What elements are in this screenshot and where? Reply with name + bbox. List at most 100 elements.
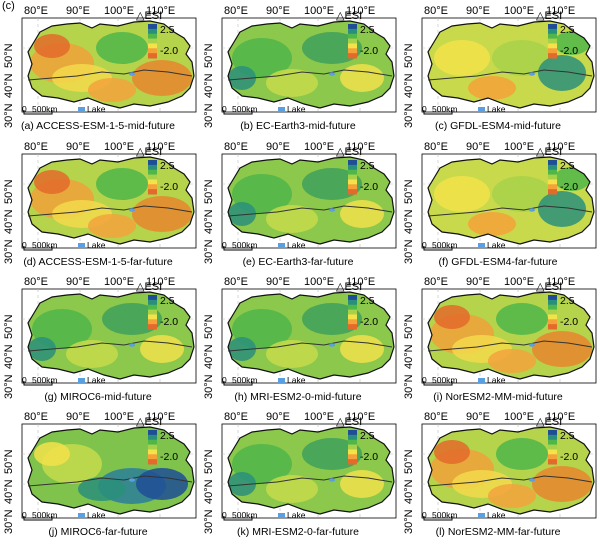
legend-min-label: -2.0 (560, 316, 579, 328)
legend-color-step (148, 28, 157, 35)
legend-color-step (548, 430, 557, 436)
lake-legend-swatch (278, 107, 285, 112)
legend-color-step (148, 43, 157, 49)
legend-color-step (148, 295, 157, 301)
legend-color-step (548, 164, 557, 171)
map-area (21, 17, 197, 113)
region-boundary (27, 426, 195, 515)
legend-max-label: 2.5 (560, 160, 575, 172)
esi-patch (340, 470, 384, 498)
scale-zero-label: 0 (22, 375, 27, 385)
legend-color-step (548, 160, 557, 166)
lake-legend-label: Lake (487, 104, 506, 114)
delta-symbol: △ (536, 10, 545, 22)
esi-patch (34, 170, 70, 194)
esi-patch (554, 31, 590, 55)
legend-min-label: -2.0 (560, 181, 579, 193)
legend-color-step (148, 439, 157, 446)
legend-color-step (148, 48, 157, 54)
longitude-tick-label: 90°E (266, 141, 290, 153)
river-line (27, 475, 193, 487)
esi-patch (532, 331, 592, 367)
legend-color-step (548, 24, 557, 30)
legend-color-step (548, 299, 557, 306)
lake-legend-swatch (78, 378, 85, 383)
longitude-tick-label: 100°E (504, 141, 535, 153)
lake-legend-swatch (478, 107, 485, 112)
map-panel-c: 80°E 90°E 100°E 110°E 50°N 40°N 30°N △ESI 2.5 -2.… (400, 4, 597, 138)
esi-patch (488, 484, 536, 508)
scale-zero-label: 0 (22, 240, 27, 250)
esi-patch (302, 168, 362, 200)
lake-legend-label: Lake (287, 104, 306, 114)
legend-title-text: ESI (144, 10, 163, 22)
legend-color-step (348, 169, 357, 176)
delta-symbol: △ (536, 416, 545, 428)
legend-color-step (348, 299, 357, 306)
lake-legend-swatch (278, 513, 285, 518)
map-area (221, 423, 397, 519)
lake-legend-label: Lake (487, 375, 506, 385)
esi-patch (88, 214, 136, 238)
legend-title-text: ESI (344, 146, 363, 158)
scale-zero-label: 0 (222, 375, 227, 385)
river-line (227, 475, 393, 487)
map-area (421, 423, 597, 519)
legend-color-step (148, 444, 157, 450)
scale-distance-label: 500km (432, 510, 458, 520)
legend-color-step (348, 319, 357, 325)
river-line (427, 475, 593, 487)
legend-min-label: -2.0 (560, 451, 579, 463)
map-area (21, 288, 197, 384)
scale-zero-label: 0 (422, 240, 427, 250)
esi-patch (492, 176, 552, 212)
legend-color-step (348, 179, 357, 185)
map-svg (421, 423, 597, 521)
legend-color-step (148, 454, 157, 460)
map-frame (421, 423, 597, 519)
legend-max-label: 2.5 (160, 430, 175, 442)
esi-patch (140, 335, 184, 363)
panel-caption: (d) ACCESS-ESM-1-5-far-future (23, 256, 173, 268)
legend-color-step (148, 53, 157, 59)
legend-color-step (348, 309, 357, 315)
legend-color-step (348, 53, 357, 59)
legend-color-step (348, 454, 357, 460)
map-area (221, 288, 397, 384)
legend-color-step (348, 434, 357, 441)
river-line (227, 340, 393, 352)
scale-bar (423, 516, 453, 521)
legend-color-step (348, 33, 357, 40)
map-svg (21, 17, 197, 115)
legend-color-step (348, 189, 357, 195)
legend-color-step (548, 179, 557, 185)
panel-caption: (f) GFDL-ESM4-far-future (438, 256, 558, 268)
scale-zero-label: 0 (422, 104, 427, 114)
legend-color-step (148, 164, 157, 171)
map-frame (221, 153, 397, 249)
map-panel-i: 80°E 90°E 100°E 110°E 50°N 40°N 30°N △ESI 2.5 -2.… (400, 275, 597, 409)
panel-caption: (i) NorESM2-MM-mid-future (433, 391, 563, 403)
scale-bar (23, 246, 53, 251)
panel-caption: (e) EC-Earth3-far-future (242, 256, 354, 268)
scale-zero-label: 0 (222, 510, 227, 520)
legend-max-label: 2.5 (160, 24, 175, 36)
legend-color-step (548, 304, 557, 311)
region-boundary (427, 291, 595, 380)
legend-color-step (548, 434, 557, 441)
longitude-tick-label: 90°E (466, 411, 490, 423)
esi-field (228, 427, 394, 514)
lake-marker (129, 478, 135, 482)
lake-legend-label: Lake (487, 240, 506, 250)
map-panel-g: 80°E 90°E 100°E 110°E 50°N 40°N 30°N △ESI 2.5 -2.… (0, 275, 197, 409)
legend-color-step (548, 169, 557, 176)
river-line (27, 205, 193, 217)
legend-color-step (548, 449, 557, 455)
lake-marker (329, 72, 335, 76)
river-line (27, 69, 193, 81)
esi-field (428, 157, 594, 244)
esi-patch (228, 66, 256, 90)
legend-title-text: ESI (544, 10, 563, 22)
river-line (427, 340, 593, 352)
delta-symbol: △ (136, 281, 145, 293)
